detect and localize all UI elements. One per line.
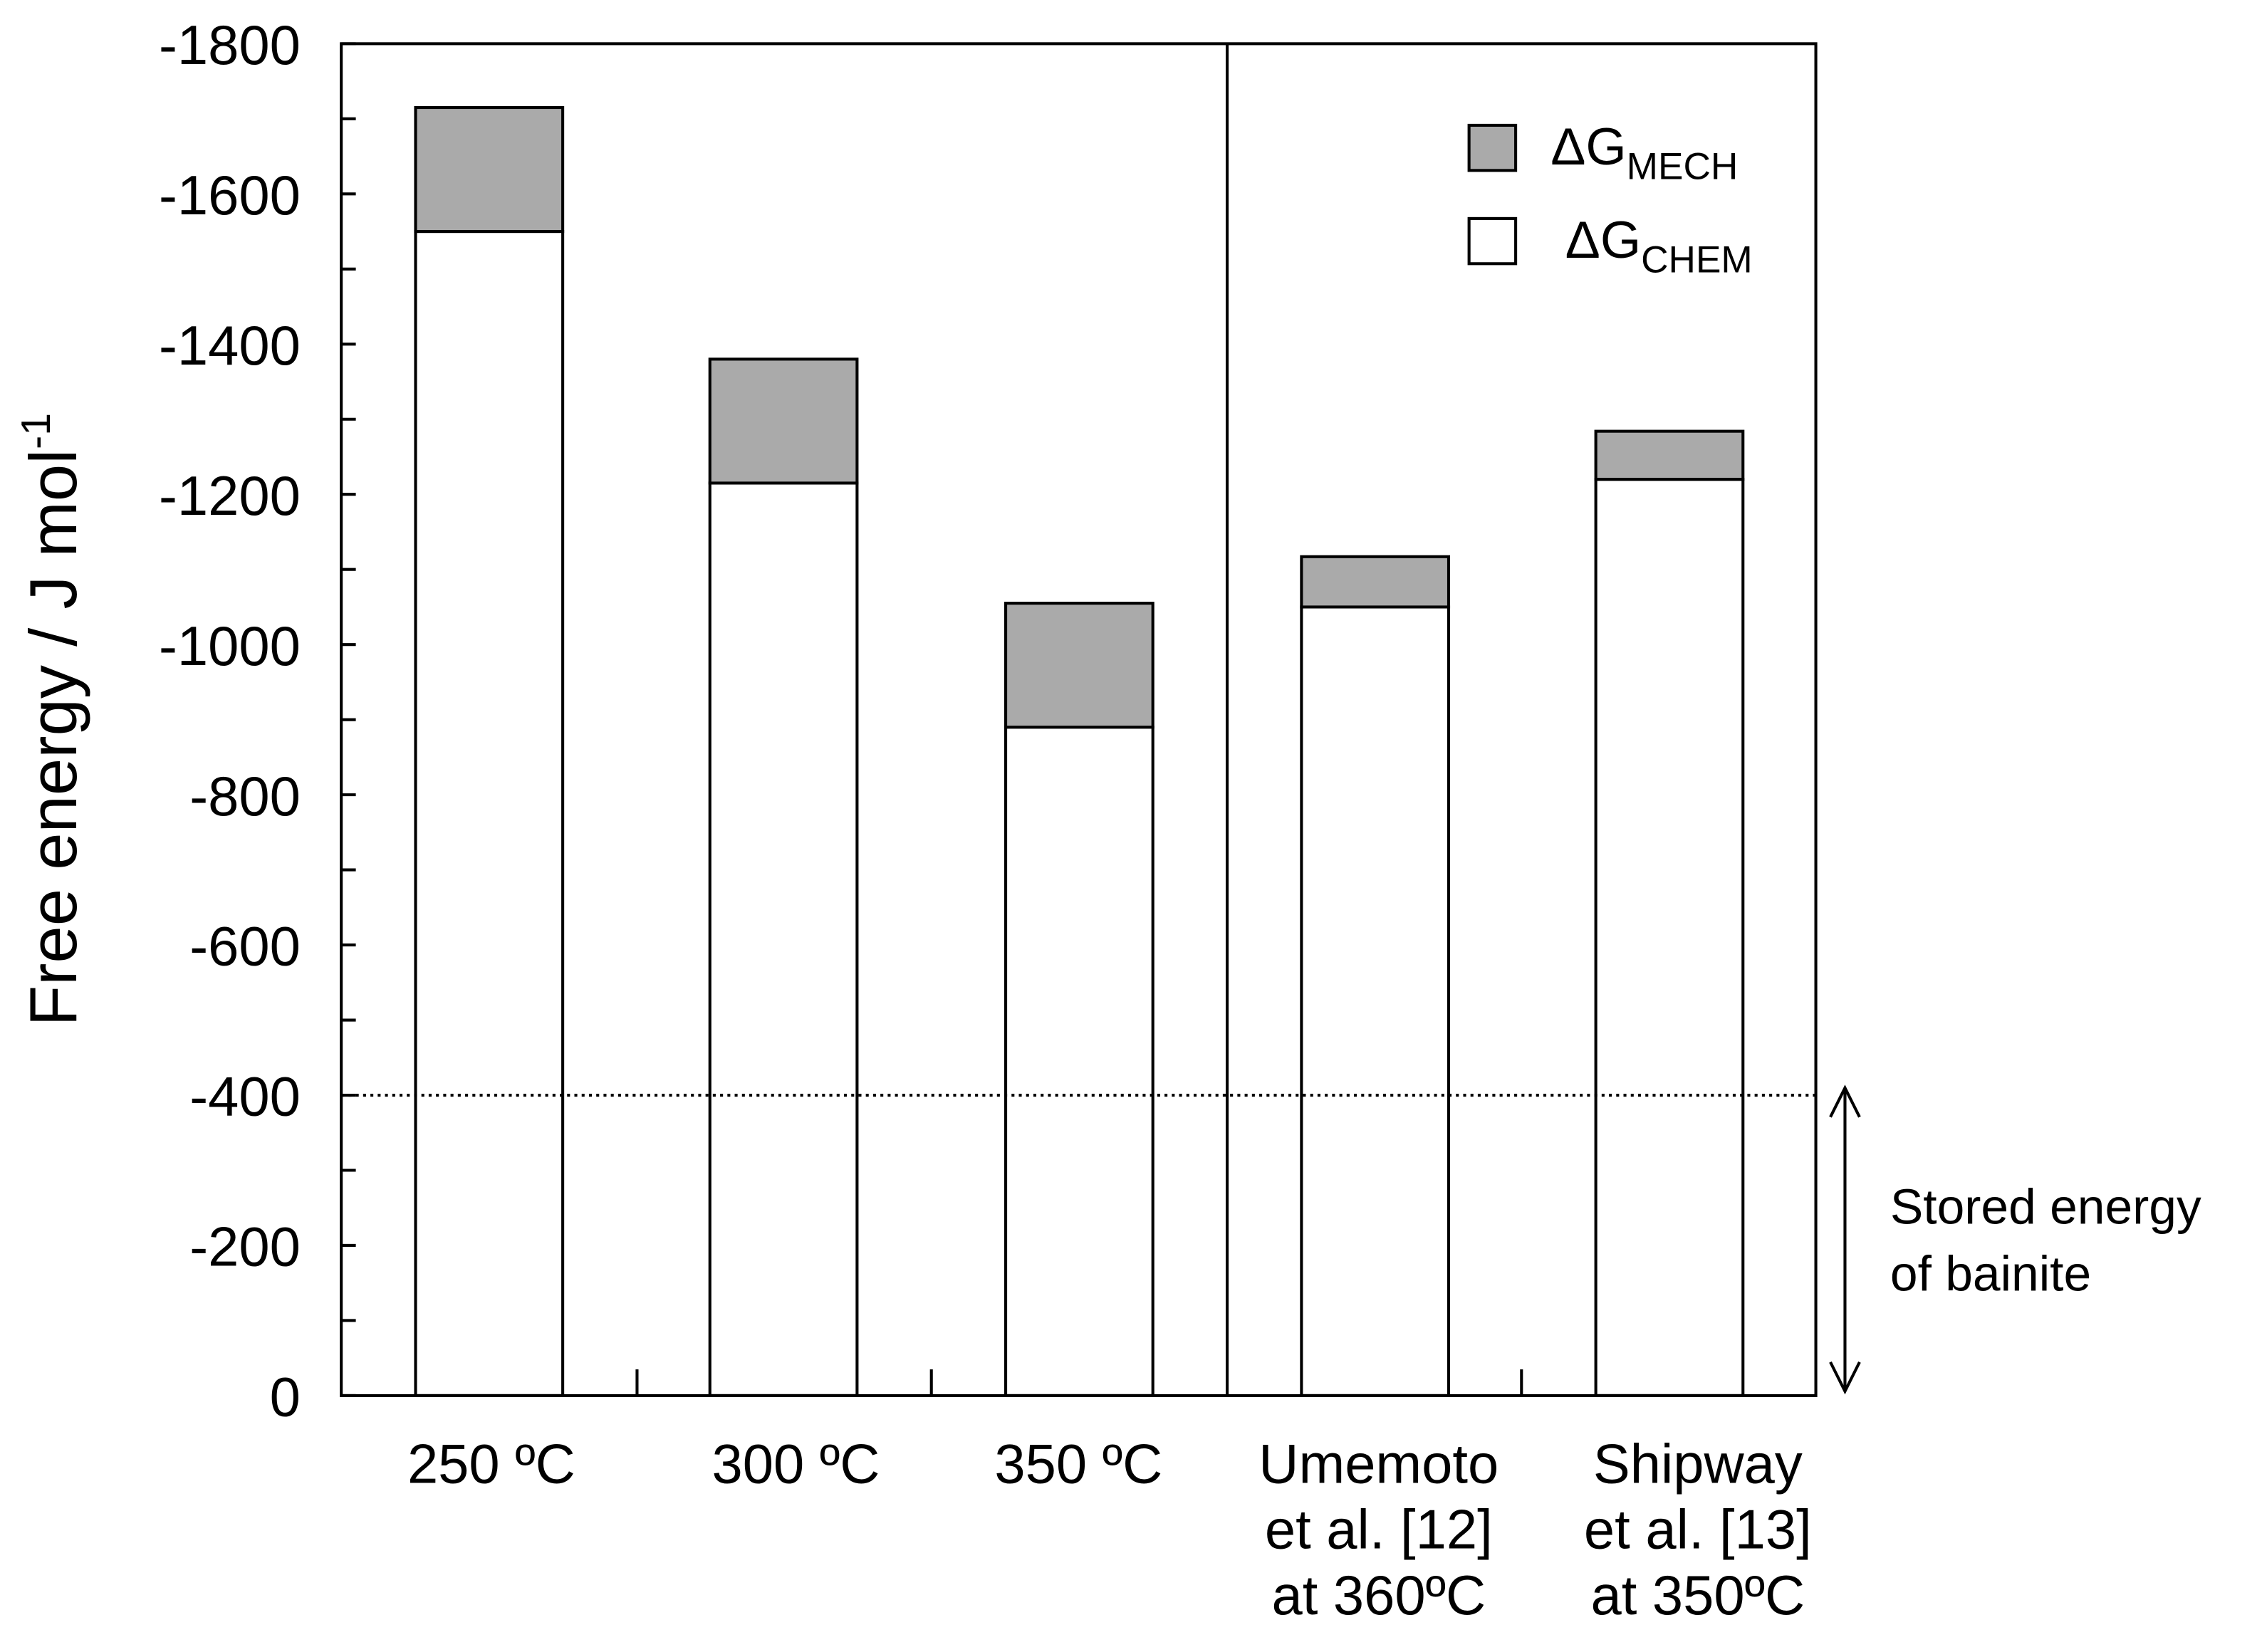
stored-energy-arrow: [1829, 1084, 1861, 1395]
x-category-label: 250 ºC: [407, 1434, 575, 1495]
bar-mech-2: [1004, 602, 1155, 729]
bar-chem-0: [414, 230, 565, 1397]
y-axis-label: Free energy / J mol-1: [14, 413, 90, 1026]
legend-label-mech: ΔGMECH: [1550, 117, 1738, 187]
y-tick-label: -600: [189, 916, 301, 978]
arrow-head-down: [1829, 1361, 1861, 1395]
y-tick-label: -1800: [159, 15, 301, 76]
bar-chem-2: [1004, 726, 1155, 1397]
bar-chem-4: [1594, 478, 1745, 1397]
bar-chem-1: [708, 481, 859, 1397]
legend-swatch-chem: [1467, 216, 1518, 266]
y-tick-label: 0: [270, 1367, 301, 1428]
bar-mech-0: [414, 105, 565, 234]
annotation-line-2: of bainite: [1890, 1246, 2091, 1302]
bar-chem-3: [1300, 605, 1451, 1397]
y-tick-label: -1000: [159, 616, 301, 677]
x-category-label: et al. [13]: [1584, 1500, 1812, 1561]
legend-label-chem: ΔGCHEM: [1565, 210, 1753, 281]
legend-swatch-mech: [1467, 123, 1518, 172]
y-tick-label: -200: [189, 1217, 301, 1278]
x-category-label: 350 ºC: [994, 1434, 1162, 1495]
legend: ΔGMECH ΔGCHEM: [1467, 117, 1753, 281]
y-tick-label: -800: [189, 766, 301, 827]
bar-mech-4: [1594, 429, 1745, 481]
x-category-label: et al. [12]: [1265, 1500, 1493, 1561]
bar-mech-3: [1300, 555, 1451, 609]
x-category-label: 300 ºC: [712, 1434, 880, 1495]
x-category-label: at 350ºC: [1591, 1565, 1805, 1626]
arrow-head-up: [1829, 1084, 1861, 1118]
bar-mech-1: [708, 357, 859, 485]
x-category-label: Shipway: [1593, 1434, 1803, 1495]
y-tick-label: -1600: [159, 165, 301, 226]
x-category-label: at 360ºC: [1271, 1565, 1486, 1626]
y-tick-label: -400: [189, 1067, 301, 1128]
y-tick-label: -1200: [159, 466, 301, 527]
annotation-line-1: Stored energy: [1890, 1179, 2201, 1235]
x-category-label: Umemoto: [1258, 1434, 1499, 1495]
y-tick-label: -1400: [159, 315, 301, 377]
